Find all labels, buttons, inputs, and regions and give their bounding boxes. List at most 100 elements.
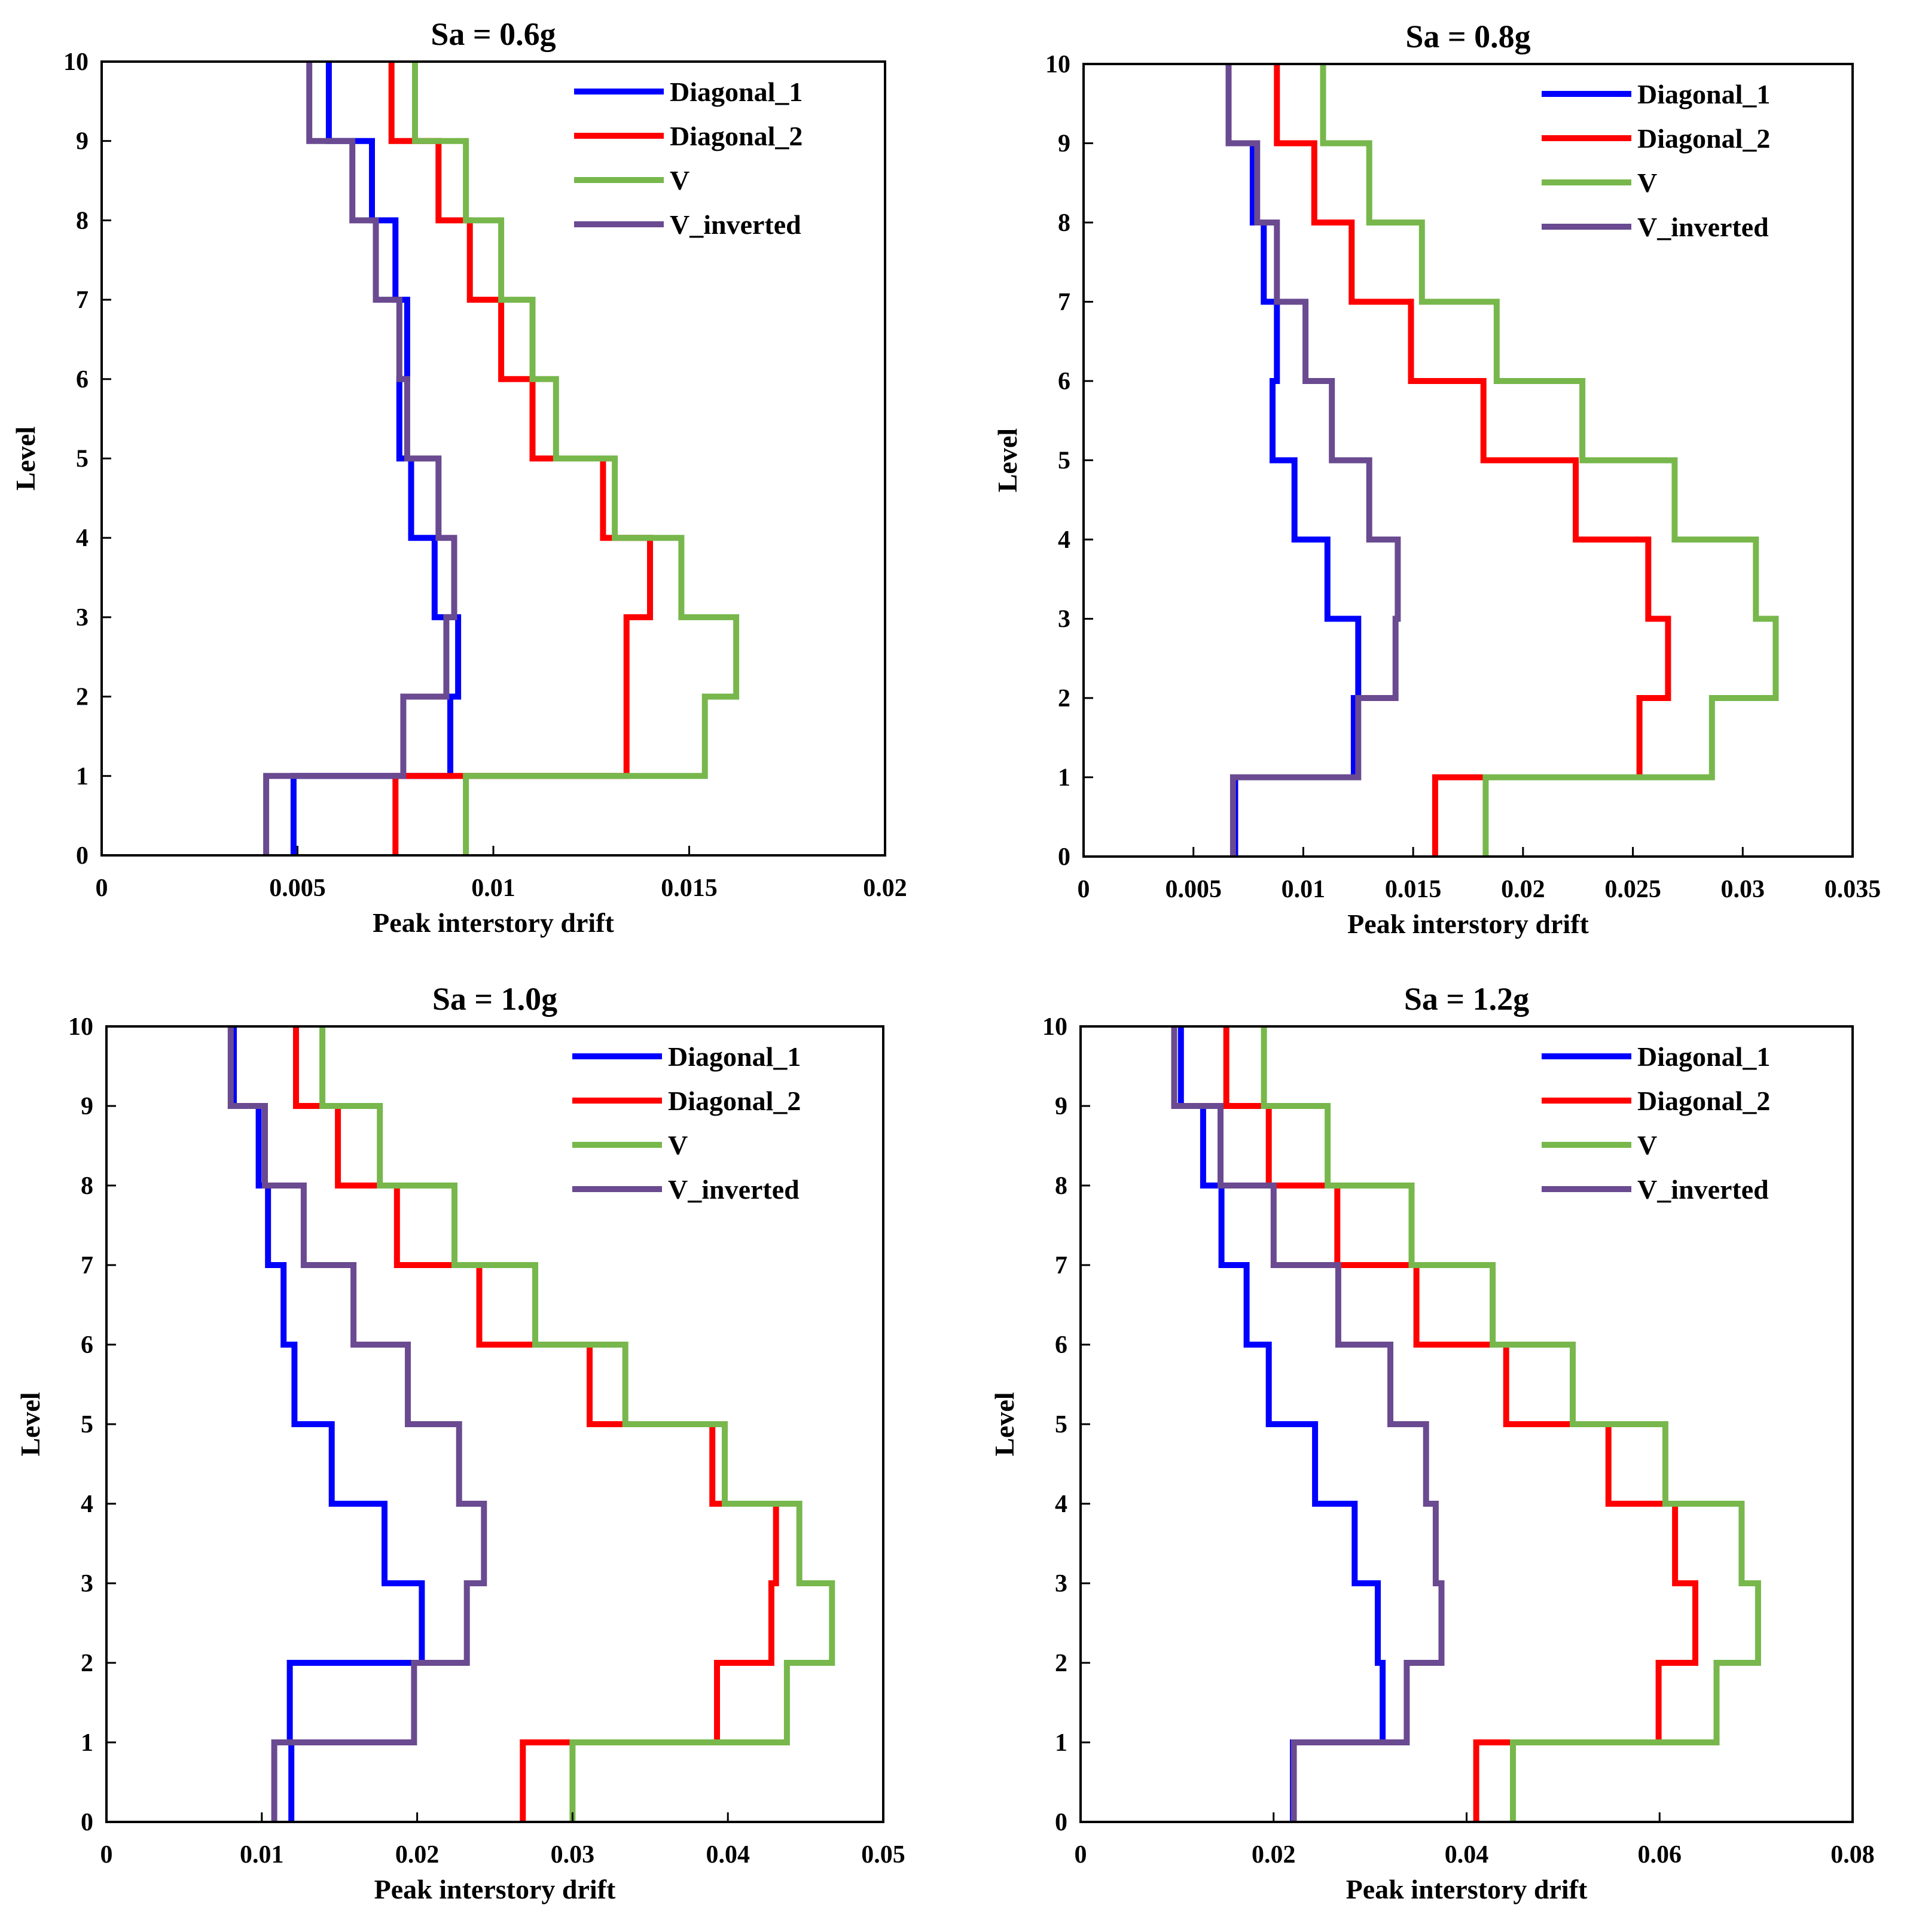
y-tick-label: 10 xyxy=(1042,1013,1067,1041)
x-tick-label: 0 xyxy=(1075,1841,1087,1869)
x-tick-label: 0.04 xyxy=(1445,1841,1489,1869)
y-tick-label: 5 xyxy=(81,1411,93,1439)
legend-label: V_inverted xyxy=(1637,212,1769,242)
x-tick-label: 0 xyxy=(96,874,108,902)
x-tick-label: 0.01 xyxy=(240,1841,284,1869)
legend-label: V xyxy=(1637,167,1657,198)
y-tick-label: 0 xyxy=(81,1809,93,1836)
plot-area-frame xyxy=(100,60,886,857)
legend-label: V_inverted xyxy=(668,1174,800,1205)
series-line-v-inverted xyxy=(1171,1026,1445,1822)
x-tick-label: 0.02 xyxy=(1501,876,1545,903)
series-line-v xyxy=(1261,1026,1761,1822)
x-axis-label: Peak interstory drift xyxy=(374,1874,616,1904)
x-tick-label: 0.03 xyxy=(551,1841,595,1869)
legend-label: V xyxy=(668,1130,688,1160)
chart-title: Sa = 1.0g xyxy=(432,981,557,1017)
y-tick-label: 8 xyxy=(81,1172,93,1200)
series-line-v xyxy=(319,1026,835,1822)
chart-panel-2: Sa = 0.8g 0 1 2 3 4 5 6 7 8 9 10 0 0.005 0.01 0.015 0.02… xyxy=(992,19,1881,939)
x-tick-label: 0.04 xyxy=(706,1841,750,1869)
y-tick-label: 1 xyxy=(1058,764,1070,792)
series-group xyxy=(227,1026,835,1822)
plot-area-frame xyxy=(1079,1025,1854,1823)
y-tick-label: 3 xyxy=(1055,1570,1067,1598)
y-tick-label: 7 xyxy=(76,287,89,314)
chart-title: Sa = 0.8g xyxy=(1405,19,1530,54)
y-tick-label: 1 xyxy=(81,1729,93,1757)
y-tick-label: 8 xyxy=(76,207,89,234)
x-tick-label: 0.01 xyxy=(1282,876,1326,903)
series-line-v xyxy=(412,62,740,855)
y-tick-label: 4 xyxy=(1055,1491,1067,1518)
x-tick-label: 0.005 xyxy=(269,874,326,902)
y-tick-label: 10 xyxy=(68,1013,93,1041)
y-tick-label: 7 xyxy=(1055,1252,1067,1279)
x-tick-label: 0 xyxy=(100,1841,113,1869)
x-tick-label: 0.03 xyxy=(1721,876,1765,903)
legend-label: Diagonal_2 xyxy=(670,121,803,151)
y-tick-label: 3 xyxy=(1058,606,1070,633)
legend-label: V_inverted xyxy=(1637,1174,1769,1205)
series-line-v xyxy=(1320,64,1779,857)
y-tick-label: 4 xyxy=(1058,526,1070,554)
y-tick-label: 6 xyxy=(81,1331,93,1359)
y-tick-label: 5 xyxy=(76,446,89,473)
y-tick-label: 2 xyxy=(1058,685,1070,712)
x-axis-label: Peak interstory drift xyxy=(373,907,614,938)
series-line-diagonal-2 xyxy=(388,62,653,855)
y-tick-label: 7 xyxy=(1058,289,1070,316)
y-tick-label: 10 xyxy=(1045,51,1070,78)
legend-label: Diagonal_2 xyxy=(1637,123,1770,154)
plot-area-frame xyxy=(1082,63,1854,858)
series-group xyxy=(263,62,740,855)
x-tick-label: 0.015 xyxy=(1385,876,1442,903)
x-tick-label: 0.06 xyxy=(1638,1841,1682,1869)
x-tick-label: 0 xyxy=(1078,876,1090,903)
y-tick-label: 2 xyxy=(1055,1650,1067,1677)
chart-panel-3: Sa = 1.0g 0 1 2 3 4 5 6 7 8 9 10 0 0.01 0.02 0.03 0.04 0.… xyxy=(15,981,905,1904)
y-tick-label: 9 xyxy=(81,1093,93,1120)
legend-label: Diagonal_1 xyxy=(668,1041,801,1072)
legend-label: Diagonal_1 xyxy=(1637,1041,1770,1072)
legend: Diagonal_1 Diagonal_2 V V_inverted xyxy=(572,1041,801,1205)
legend-label: Diagonal_1 xyxy=(670,77,803,107)
x-tick-label: 0.01 xyxy=(471,874,515,902)
y-tick-label: 1 xyxy=(76,763,89,790)
legend-label: Diagonal_2 xyxy=(1637,1086,1770,1116)
plot-area-frame xyxy=(105,1025,884,1823)
chart-title: Sa = 0.6g xyxy=(431,16,556,52)
x-tick-label: 0.08 xyxy=(1830,1841,1875,1869)
x-tick-label: 0.035 xyxy=(1824,876,1881,903)
x-tick-label: 0.02 xyxy=(1252,1841,1296,1869)
y-tick-label: 4 xyxy=(81,1491,93,1518)
legend: Diagonal_1 Diagonal_2 V V_inverted xyxy=(1542,1041,1770,1205)
x-tick-label: 0.015 xyxy=(661,874,718,902)
series-line-v-inverted xyxy=(263,62,457,855)
legend-label: Diagonal_1 xyxy=(1637,79,1770,109)
y-tick-label: 3 xyxy=(81,1570,93,1598)
chart-title: Sa = 1.2g xyxy=(1404,981,1529,1017)
legend-label: V xyxy=(670,165,689,196)
y-tick-label: 6 xyxy=(1055,1331,1067,1359)
legend: Diagonal_1 Diagonal_2 V V_inverted xyxy=(574,77,803,240)
y-tick-label: 0 xyxy=(1058,843,1070,871)
x-axis-label: Peak interstory drift xyxy=(1346,1874,1588,1904)
series-line-diagonal-2 xyxy=(1274,64,1671,857)
legend-label: V_inverted xyxy=(670,209,801,240)
y-tick-label: 4 xyxy=(76,525,89,552)
x-axis-label: Peak interstory drift xyxy=(1347,909,1589,939)
series-group xyxy=(1171,1026,1761,1822)
y-tick-label: 6 xyxy=(76,366,89,394)
y-tick-label: 0 xyxy=(76,842,89,870)
legend-label: Diagonal_2 xyxy=(668,1086,801,1116)
legend: Diagonal_1 Diagonal_2 V V_inverted xyxy=(1542,79,1770,242)
y-tick-label: 8 xyxy=(1055,1172,1067,1200)
y-tick-label: 9 xyxy=(1055,1093,1067,1120)
series-line-v-inverted xyxy=(1225,64,1401,857)
y-tick-label: 0 xyxy=(1055,1809,1067,1836)
series-line-v-inverted xyxy=(227,1026,487,1822)
chart-panel-4: Sa = 1.2g 0 1 2 3 4 5 6 7 8 9 10 0 0.02 0.04 0.06 0.08 Pe… xyxy=(989,981,1875,1904)
chart-panel-1: Sa = 0.6g 0 1 2 3 4 5 6 7 8 9 10 0 0.005 0.01 0.015 0.02… xyxy=(10,16,907,938)
